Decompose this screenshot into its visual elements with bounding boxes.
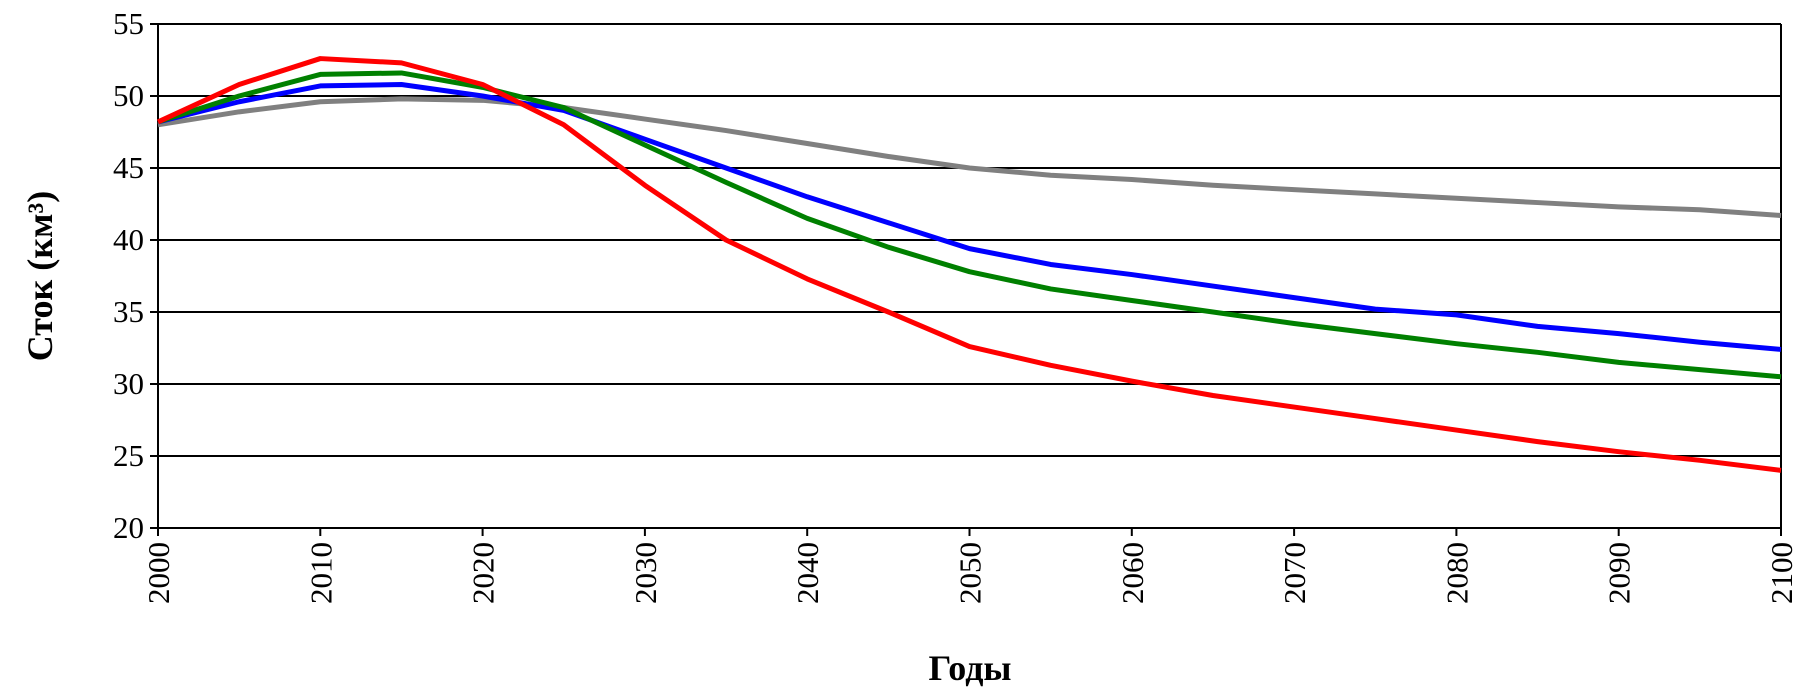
y-tick-label: 25 (113, 438, 144, 473)
y-tick-label: 50 (113, 78, 144, 113)
y-tick-label: 40 (113, 222, 144, 257)
x-tick-label: 2040 (790, 542, 825, 604)
x-tick-label: 2000 (141, 542, 176, 604)
y-tick-label: 35 (113, 294, 144, 329)
y-tick-label: 45 (113, 150, 144, 185)
x-tick-label: 2100 (1764, 542, 1799, 604)
x-tick-label: 2080 (1439, 542, 1474, 604)
series-line (157, 96, 1782, 219)
x-tick-label: 2060 (1115, 542, 1150, 604)
x-tick-label: 2010 (303, 542, 338, 604)
y-tick-label: 30 (113, 366, 144, 401)
x-axis-title: Годы (928, 648, 1011, 688)
y-axis-title: Сток (км³) (20, 191, 60, 362)
y-tick-label: 20 (113, 510, 144, 545)
x-tick-label: 2050 (953, 542, 988, 604)
x-tick-label: 2070 (1277, 542, 1312, 604)
series-line (157, 70, 1782, 380)
x-tick-label: 2090 (1602, 542, 1637, 604)
x-tick-label: 2020 (466, 542, 501, 604)
x-tick-label: 2030 (628, 542, 663, 604)
series-line (157, 81, 1782, 352)
series-line (156, 56, 1782, 473)
y-tick-label: 55 (113, 6, 144, 41)
